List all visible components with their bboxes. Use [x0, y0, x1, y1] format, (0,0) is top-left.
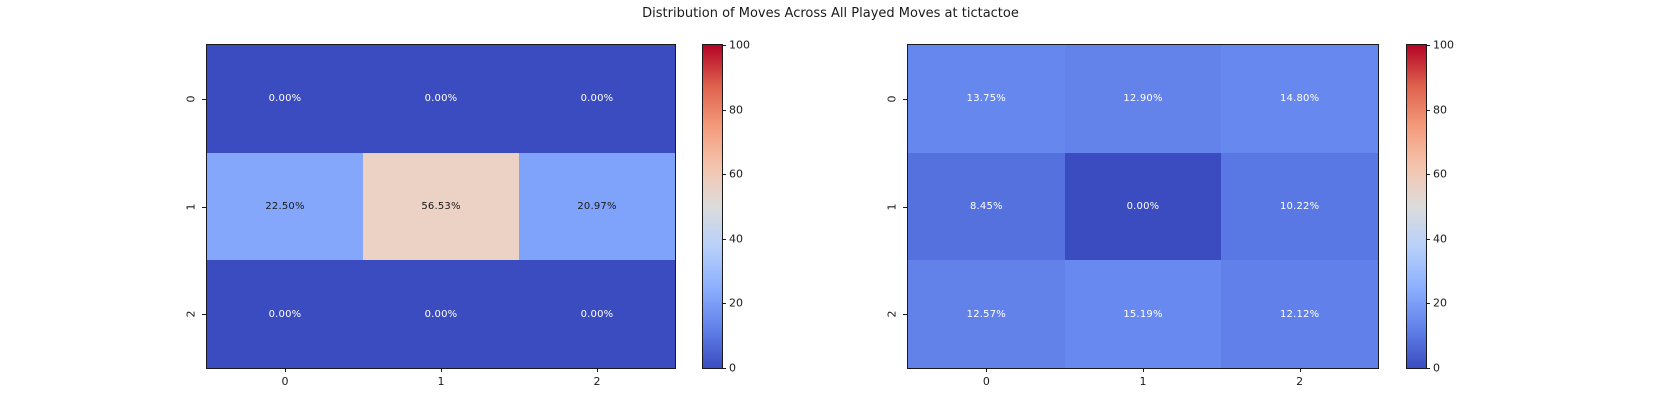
heatmap-axes-right: 13.75% 12.90% 14.80% 8.45% 0.00% 10.22% 12.57%…: [907, 44, 1379, 369]
y-tick-label: 0: [184, 95, 198, 103]
heatmap-cell: 56.53%: [363, 152, 519, 261]
y-tick-label: 2: [885, 310, 899, 318]
heatmap-axes-left: 0.00% 0.00% 0.00% 22.50% 56.53% 20.97% 0.00% 0.…: [206, 44, 676, 369]
heatmap-cell-value: 12.12%: [1279, 308, 1320, 320]
heatmap-cell: 0.00%: [207, 260, 363, 368]
y-tickmark: [903, 98, 907, 100]
x-tick-label: 2: [1296, 375, 1304, 388]
x-tickmark: [441, 368, 442, 372]
y-tickmark: [202, 314, 206, 316]
x-tick-label: 2: [593, 375, 601, 388]
colorbar-tick-label: 40: [1433, 232, 1447, 246]
colorbar-tickmark: [722, 368, 726, 369]
heatmap-cell-value: 56.53%: [421, 200, 461, 212]
heatmap-cell-value: 20.97%: [577, 200, 617, 212]
colorbar-tick-label: 40: [729, 232, 743, 246]
x-tickmark: [1299, 368, 1301, 372]
heatmap-cell-value: 0.00%: [580, 93, 614, 105]
y-tickmark: [202, 98, 206, 100]
heatmap-cell-value: 15.19%: [1123, 308, 1163, 320]
heatmap-cell: 0.00%: [207, 45, 363, 153]
colorbar-tick-label: 80: [1433, 103, 1447, 117]
heatmap-cell-value: 8.45%: [969, 200, 1003, 212]
colorbar-tickmark: [722, 238, 726, 240]
y-tick-label: 1: [184, 203, 198, 210]
heatmap-cell: 10.22%: [1221, 152, 1378, 261]
colorbar-tick-label: 0: [729, 361, 736, 375]
heatmap-cell-value: 0.00%: [424, 308, 458, 320]
y-tick-label: 1: [885, 203, 899, 210]
x-tickmark: [1143, 368, 1144, 372]
heatmap-cell: 15.19%: [1064, 260, 1222, 368]
colorbar-tickmark: [1426, 303, 1430, 305]
heatmap-cell-value: 12.57%: [966, 308, 1006, 320]
heatmap-cell-value: 12.90%: [1123, 93, 1163, 105]
colorbar-tick-label: 20: [1433, 296, 1447, 310]
colorbar-tickmark: [1426, 368, 1430, 369]
x-tickmark: [285, 368, 286, 372]
colorbar-tick-label: 20: [729, 296, 743, 310]
heatmap-cell: 12.90%: [1064, 45, 1222, 153]
x-tickmark: [597, 368, 598, 372]
x-tick-label: 1: [1139, 375, 1147, 388]
y-tickmark: [903, 314, 907, 316]
heatmap-cell-value: 22.50%: [265, 200, 305, 212]
colorbar-tick-label: 100: [729, 38, 750, 52]
heatmap-cell: 8.45%: [908, 152, 1065, 261]
heatmap-cell: 0.00%: [363, 45, 519, 153]
colorbar-tickmark: [722, 45, 726, 46]
heatmap-cell: 22.50%: [207, 152, 363, 261]
y-tickmark: [903, 206, 907, 208]
x-tick-label: 0: [281, 375, 289, 388]
colorbar-tick-label: 80: [729, 103, 743, 117]
colorbar-tick-label: 60: [729, 167, 743, 181]
colorbar-tickmark: [1426, 109, 1430, 111]
heatmap-cell: 0.00%: [363, 260, 519, 368]
colorbar-tickmark: [722, 303, 726, 305]
colorbar-tick-label: 0: [1433, 361, 1440, 375]
y-tick-label: 2: [184, 310, 198, 318]
figure-title: Distribution of Moves Across All Played …: [642, 6, 1019, 21]
colorbar-tickmark: [722, 174, 726, 176]
heatmap-cell: 0.00%: [519, 45, 675, 153]
heatmap-cell-value: 0.00%: [268, 308, 302, 320]
heatmap-cell-value: 0.00%: [268, 93, 302, 105]
colorbar-tick-label: 60: [1433, 167, 1447, 181]
heatmap-cell: 12.57%: [908, 260, 1065, 368]
y-tick-label: 0: [885, 95, 899, 103]
colorbar-left: [702, 44, 723, 369]
heatmap-cell-value: 10.22%: [1279, 200, 1320, 212]
x-tickmark: [986, 368, 988, 372]
heatmap-cell: 12.12%: [1221, 260, 1378, 368]
colorbar-tickmark: [1426, 238, 1430, 240]
heatmap-cell-value: 0.00%: [580, 308, 614, 320]
x-tick-label: 0: [982, 375, 990, 388]
y-tickmark: [202, 206, 206, 208]
heatmap-cell: 13.75%: [908, 45, 1065, 153]
x-tick-label: 1: [437, 375, 445, 388]
colorbar-tick-label: 100: [1433, 38, 1454, 52]
heatmap-cell: 0.00%: [1064, 152, 1222, 261]
heatmap-cell-value: 0.00%: [1126, 200, 1160, 212]
heatmap-cell: 20.97%: [519, 152, 675, 261]
colorbar-tickmark: [1426, 174, 1430, 176]
colorbar-right: [1406, 44, 1427, 369]
heatmap-cell-value: 13.75%: [966, 93, 1006, 105]
heatmap-cell: 14.80%: [1221, 45, 1378, 153]
colorbar-tickmark: [722, 109, 726, 111]
heatmap-cell: 0.00%: [519, 260, 675, 368]
heatmap-cell-value: 14.80%: [1279, 93, 1320, 105]
heatmap-cell-value: 0.00%: [424, 93, 458, 105]
colorbar-tickmark: [1426, 45, 1430, 46]
